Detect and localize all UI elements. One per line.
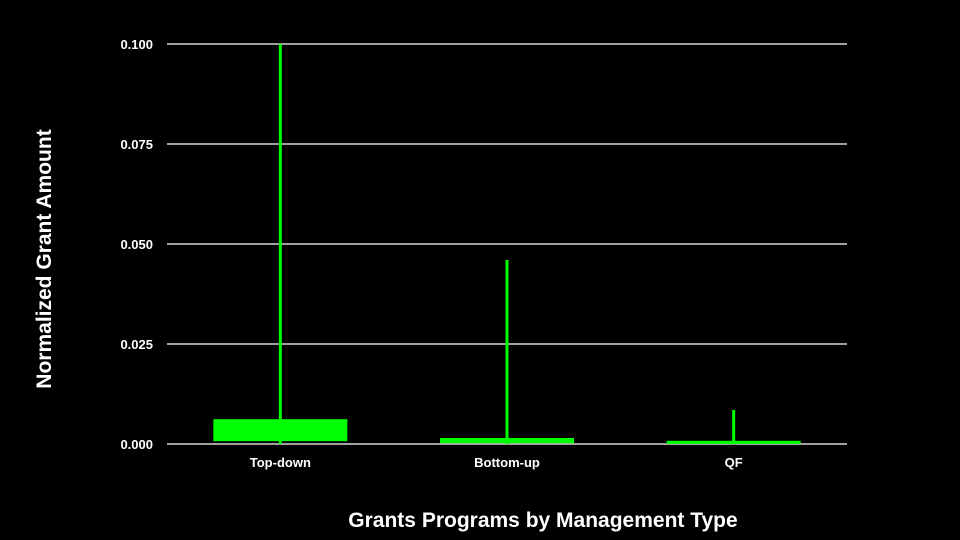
x-axis-title: Grants Programs by Management Type [348, 509, 737, 532]
x-tick-labels: Top-down Bottom-up QF [250, 455, 743, 470]
x-tick-label-1: Bottom-up [474, 455, 540, 470]
box-top-down [213, 44, 348, 444]
y-tick-labels: 0.000 0.025 0.050 0.075 0.100 [120, 37, 153, 452]
iqr-box [213, 419, 348, 442]
y-tick-label-2: 0.050 [120, 237, 153, 252]
y-tick-label-1: 0.025 [120, 337, 153, 352]
y-axis-title: Normalized Grant Amount [33, 129, 56, 388]
box-qf [666, 410, 801, 444]
y-tick-label-0: 0.000 [120, 437, 153, 452]
x-tick-label-0: Top-down [250, 455, 311, 470]
box-series [213, 44, 801, 444]
iqr-box [440, 438, 574, 444]
iqr-box [666, 440, 801, 444]
y-tick-label-3: 0.075 [120, 137, 153, 152]
x-tick-label-2: QF [725, 455, 743, 470]
y-tick-label-4: 0.100 [120, 37, 153, 52]
box-bottom-up [440, 260, 574, 444]
